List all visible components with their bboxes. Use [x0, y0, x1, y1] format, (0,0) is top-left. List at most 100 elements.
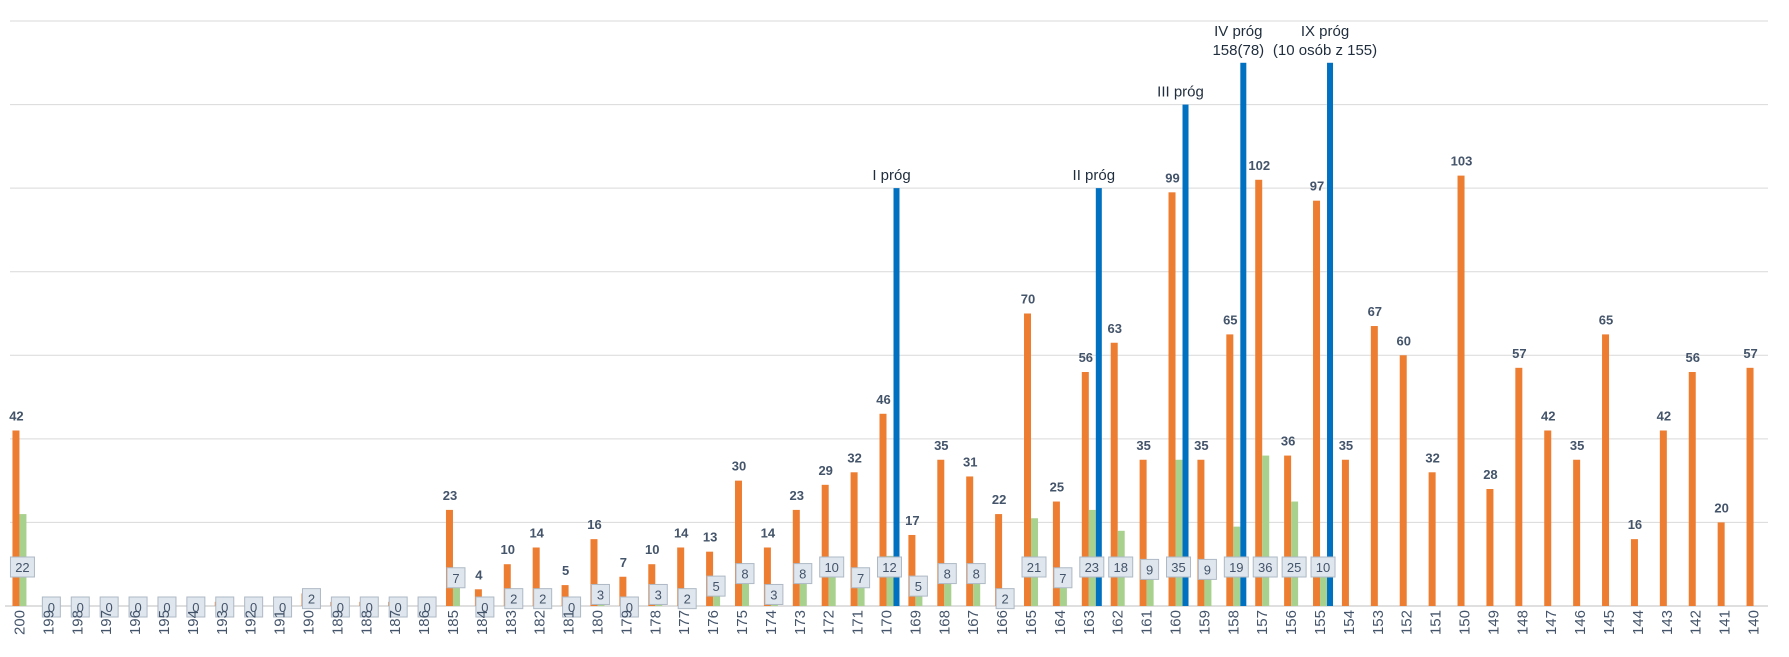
label-green-text-161: 9 — [1146, 562, 1153, 577]
label-orange-171: 32 — [847, 450, 861, 465]
label-orange-157: 102 — [1248, 158, 1270, 173]
threshold-label-163-0: II próg — [1073, 167, 1116, 184]
label-green-182: 2 — [533, 588, 553, 610]
bar-orange-151 — [1428, 472, 1436, 606]
bar-orange-162 — [1110, 342, 1118, 606]
bar-green-172 — [828, 564, 836, 606]
bars — [12, 62, 1754, 607]
label-green-box-168 — [937, 563, 957, 585]
tick-161: 161 — [1139, 610, 1156, 635]
tick-194: 194 — [185, 610, 202, 635]
label-orange-179: 7 — [620, 555, 627, 570]
tick-162: 162 — [1110, 610, 1127, 635]
bar-orange-148 — [1515, 367, 1523, 606]
label-green-185: 7 — [446, 567, 466, 589]
label-green-text-166: 2 — [1001, 592, 1008, 607]
bar-green-155 — [1320, 564, 1328, 606]
bar-orange-165 — [1024, 313, 1032, 606]
tick-145: 145 — [1601, 610, 1618, 635]
tick-149: 149 — [1485, 610, 1502, 635]
bar-orange-177 — [677, 547, 685, 606]
tick-176: 176 — [705, 610, 722, 635]
label-green-text-198: 0 — [77, 600, 84, 615]
label-orange-161: 35 — [1136, 438, 1150, 453]
gridlines — [5, 20, 1768, 607]
label-green-196: 0 — [128, 596, 148, 618]
label-green-155: 10 — [1310, 556, 1336, 578]
label-orange-168: 35 — [934, 438, 948, 453]
bar-orange-145 — [1602, 334, 1610, 606]
tick-182: 182 — [532, 610, 549, 635]
label-green-text-159: 9 — [1204, 562, 1211, 577]
label-green-text-180: 3 — [597, 587, 604, 602]
label-green-158: 19 — [1223, 556, 1249, 578]
bar-orange-180 — [590, 539, 598, 606]
bar-orange-141 — [1717, 522, 1725, 606]
bar-orange-142 — [1688, 372, 1696, 606]
label-green-box-179 — [619, 596, 639, 618]
bar-orange-181 — [561, 585, 569, 606]
bar-orange-149 — [1486, 489, 1494, 606]
threshold-label-160-0: III próg — [1157, 84, 1204, 101]
label-green-160: 35 — [1166, 556, 1192, 578]
label-green-box-184 — [475, 596, 495, 618]
label-orange-140: 57 — [1743, 346, 1757, 361]
label-green-box-166 — [995, 588, 1015, 610]
bar-green-185 — [452, 576, 460, 606]
label-orange-178: 10 — [645, 542, 659, 557]
label-green-text-172: 10 — [824, 560, 838, 575]
label-green-172: 10 — [819, 556, 845, 578]
label-orange-152: 60 — [1396, 333, 1410, 348]
tick-175: 175 — [734, 610, 751, 635]
label-green-box-188 — [359, 596, 379, 618]
bar-orange-144 — [1630, 539, 1638, 606]
tick-180: 180 — [589, 610, 606, 635]
label-green-box-190 — [301, 588, 321, 610]
label-green-text-197: 0 — [106, 600, 113, 615]
label-green-175: 8 — [735, 563, 755, 585]
label-green-159: 9 — [1197, 558, 1217, 580]
bar-orange-140 — [1746, 367, 1754, 606]
label-green-text-174: 3 — [770, 587, 777, 602]
tick-153: 153 — [1370, 610, 1387, 635]
label-orange-160: 99 — [1165, 170, 1179, 185]
threshold-label-158-1: 158(78) — [1212, 42, 1264, 59]
label-orange-169: 17 — [905, 513, 919, 528]
bar-orange-146 — [1573, 459, 1581, 606]
bar-green-175 — [741, 572, 749, 606]
label-green-box-196 — [128, 596, 148, 618]
label-green-box-160 — [1166, 556, 1192, 578]
label-green-text-190: 2 — [308, 592, 315, 607]
label-green-198: 0 — [70, 596, 90, 618]
bar-orange-174 — [763, 547, 771, 606]
label-green-box-174 — [764, 583, 784, 605]
label-green-189: 0 — [330, 596, 350, 618]
threshold-bar-158 — [1240, 62, 1247, 607]
tick-179: 179 — [618, 610, 635, 635]
label-green-box-159 — [1197, 558, 1217, 580]
label-green-176: 5 — [706, 575, 726, 597]
bar-orange-167 — [966, 476, 974, 606]
threshold-bar-160 — [1182, 104, 1189, 607]
label-orange-150: 103 — [1451, 154, 1473, 169]
label-green-box-175 — [735, 563, 755, 585]
bar-green-161 — [1146, 568, 1154, 606]
label-green-box-157 — [1252, 556, 1278, 578]
label-orange-177: 14 — [674, 526, 689, 541]
label-green-text-165: 21 — [1027, 560, 1041, 575]
label-green-text-178: 3 — [655, 587, 662, 602]
label-orange-147: 42 — [1541, 409, 1555, 424]
label-green-191: 0 — [273, 596, 293, 618]
tick-190: 190 — [300, 610, 317, 635]
bar-orange-150 — [1457, 175, 1465, 606]
bar-orange-143 — [1659, 430, 1667, 606]
tick-146: 146 — [1572, 610, 1589, 635]
label-green-161: 9 — [1140, 558, 1160, 580]
tick-181: 181 — [561, 610, 578, 635]
bar-orange-168 — [937, 459, 945, 606]
label-green-box-171 — [851, 567, 871, 589]
label-green-text-177: 2 — [684, 592, 691, 607]
label-orange-148: 57 — [1512, 346, 1526, 361]
label-green-box-197 — [99, 596, 119, 618]
